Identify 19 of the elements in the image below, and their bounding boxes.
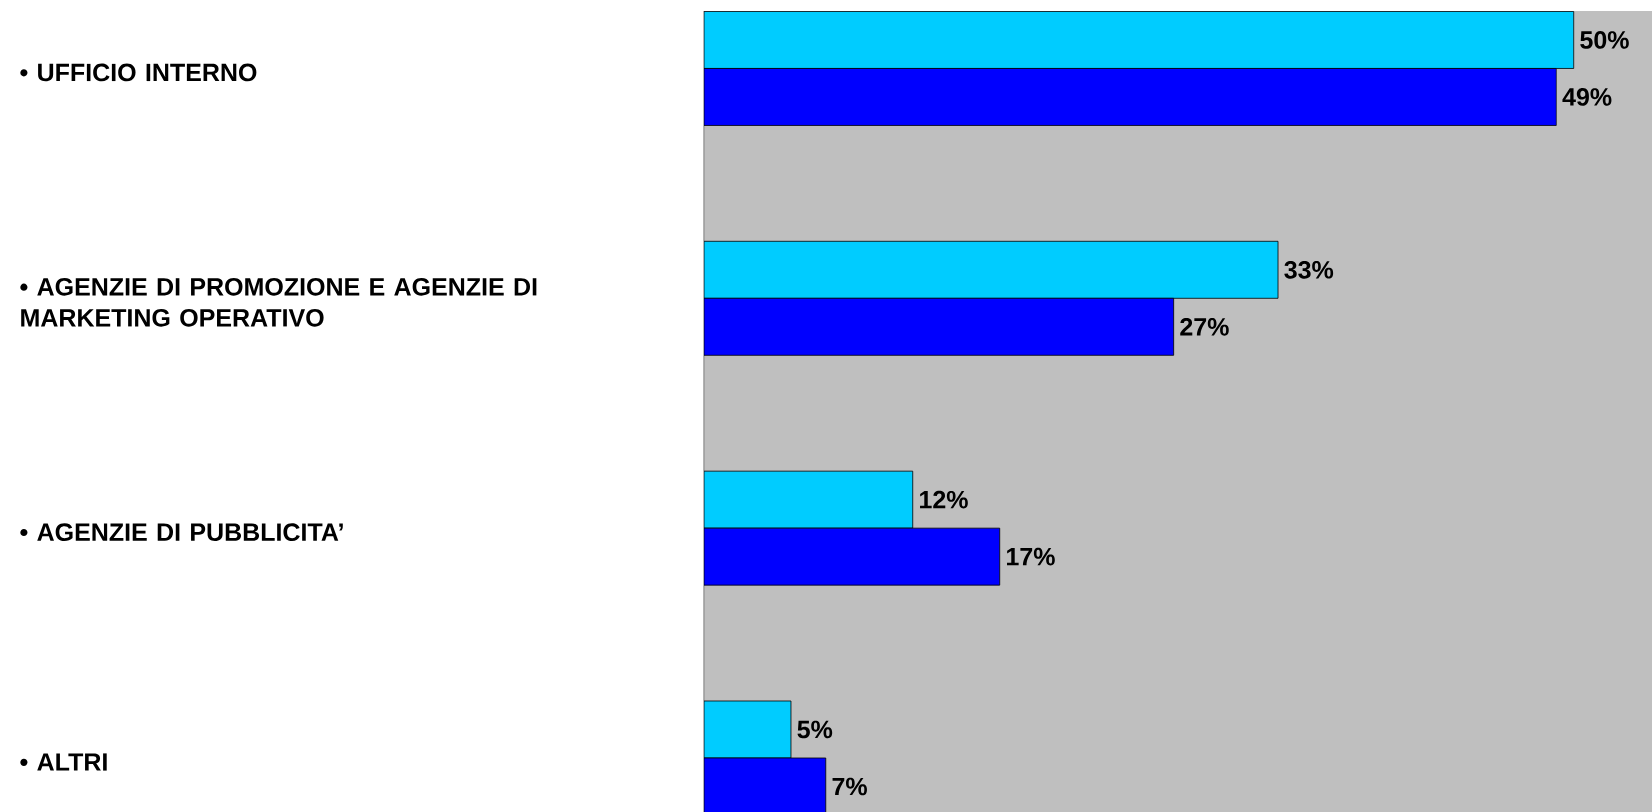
- data-label: 50%: [1580, 31, 1629, 49]
- bar: [704, 470, 914, 529]
- data-label: 7%: [832, 777, 867, 796]
- data-label: 17%: [1007, 547, 1055, 566]
- data-label: 12%: [920, 490, 968, 509]
- bar: [704, 527, 1001, 586]
- data-label: 49%: [1562, 88, 1612, 106]
- bar: [704, 11, 1574, 69]
- data-label: 27%: [1180, 317, 1229, 336]
- y-tick-label: • AGENZIE DI PROMOZIONE E AGENZIE DI MARKETING OPERATIVO: [20, 277, 537, 327]
- data-label: 5%: [797, 720, 833, 739]
- bar: [704, 297, 1175, 356]
- bar: [704, 700, 792, 759]
- y-tick-label: • UFFICIO INTERNO: [20, 63, 257, 82]
- data-label: 33%: [1284, 260, 1334, 279]
- y-tick-label: • ALTRI: [20, 753, 107, 771]
- bar: [704, 240, 1279, 299]
- y-tick-label: • AGENZIE DI PUBBLICITA’: [20, 523, 343, 542]
- bar: [704, 68, 1557, 126]
